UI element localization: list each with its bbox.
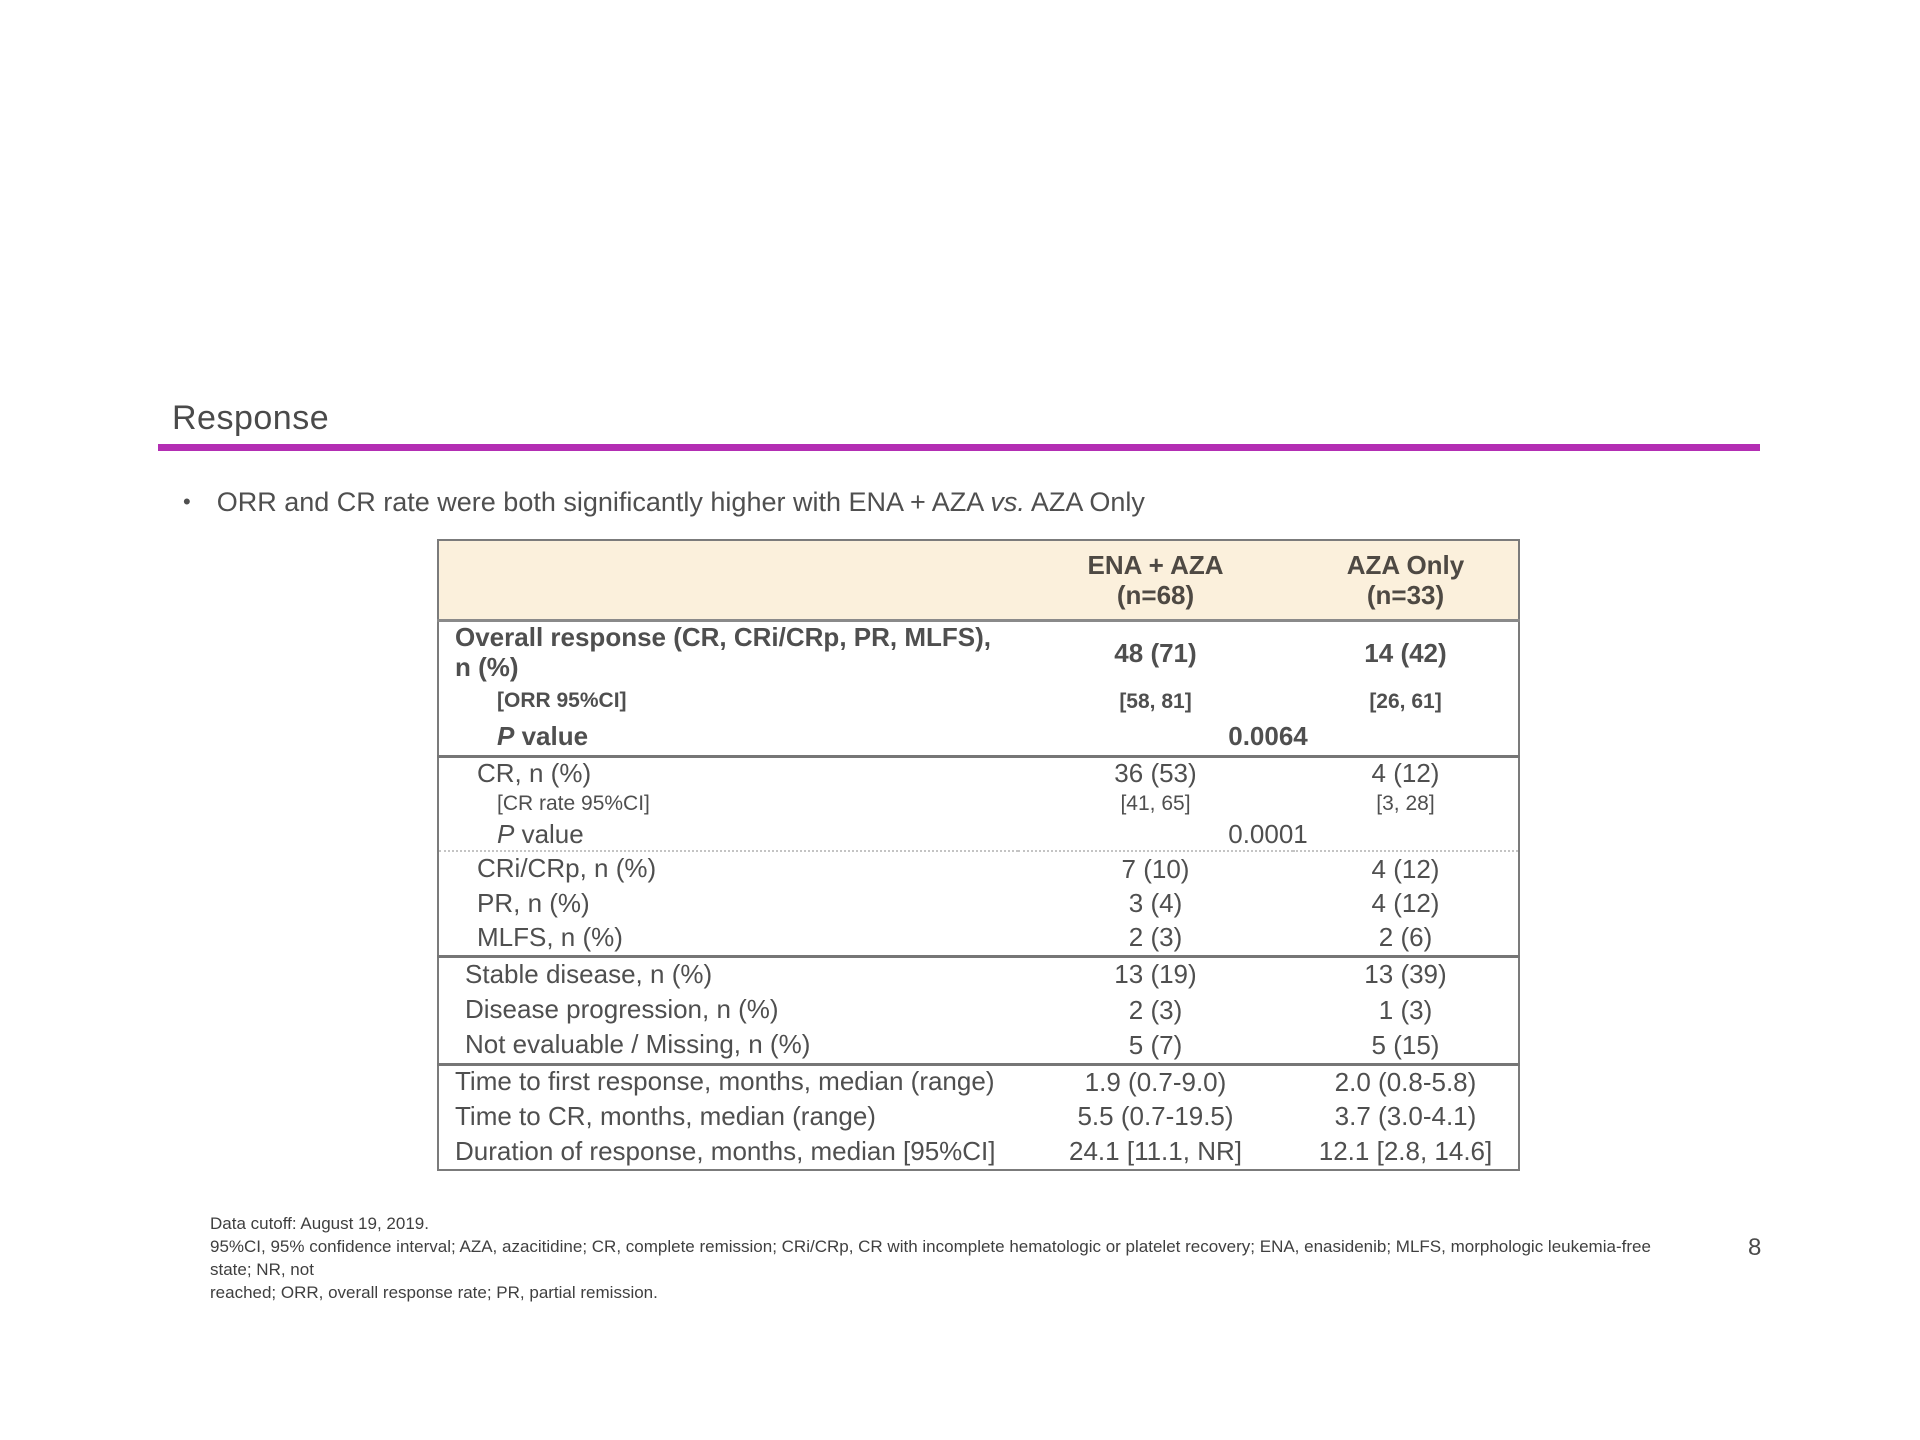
row-label: P value xyxy=(438,819,1018,851)
row-label: Time to first response, months, median (… xyxy=(438,1062,1018,1099)
value-aza-only: [26, 61] xyxy=(1369,689,1442,713)
header-aza-only-name: AZA Only xyxy=(1346,550,1465,580)
value-aza-only: 13 (39) xyxy=(1293,954,1519,992)
value-ena-aza: 5.5 (0.7-19.5) xyxy=(1077,1101,1234,1131)
header-ena-aza-name: ENA + AZA xyxy=(1087,550,1224,580)
value-ena-aza: 5 (7) xyxy=(1128,1029,1183,1060)
table-row-orr-ci: [ORR 95%CI] [58, 81] [26, 61] xyxy=(438,685,1519,719)
value-aza-only: 1 (3) xyxy=(1378,994,1433,1025)
value-ena-aza: 2 (3) xyxy=(1128,922,1183,953)
table-row-cri-crp: CRi/CRp, n (%) 7 (10) 4 (12) xyxy=(438,850,1519,886)
table-row-overall-response: Overall response (CR, CRi/CRp, PR, MLFS)… xyxy=(438,621,1519,685)
table-row-disease-progression: Disease progression, n (%) 2 (3) 1 (3) xyxy=(438,992,1519,1028)
value-aza-only: 14 (42) xyxy=(1364,637,1447,668)
value-aza-only: 4 (12) xyxy=(1293,850,1519,886)
value-ena-aza: 2 (3) xyxy=(1128,994,1183,1025)
row-label: Time to CR, months, median (range) xyxy=(455,1100,876,1131)
page-title: Response xyxy=(172,399,330,437)
header-aza-only-n: (n=33) xyxy=(1366,580,1445,610)
row-label: Not evaluable / Missing, n (%) xyxy=(465,1029,811,1060)
value-aza-only: 2 (6) xyxy=(1378,922,1433,953)
response-table: ENA + AZA (n=68) AZA Only (n=33) Overall r… xyxy=(437,539,1520,1171)
value-aza-only: 2.0 (0.8-5.8) xyxy=(1293,1062,1519,1099)
table-row-pr: PR, n (%) 3 (4) 4 (12) xyxy=(438,886,1519,921)
footnote-block: Data cutoff: August 19, 2019. 95%CI, 95%… xyxy=(210,1212,1690,1304)
row-label: Duration of response, months, median [95… xyxy=(455,1135,996,1166)
bullet-text: ORR and CR rate were both significantly … xyxy=(217,486,1145,518)
bullet-text-post: AZA Only xyxy=(1024,487,1145,517)
value-ena-aza: 1.9 (0.7-9.0) xyxy=(1018,1062,1293,1099)
footnote-data-cutoff: Data cutoff: August 19, 2019. xyxy=(210,1214,429,1233)
pvalue-italic-p: P xyxy=(497,818,515,849)
row-label: Disease progression, n (%) xyxy=(465,994,779,1025)
table-row-time-to-cr: Time to CR, months, median (range) 5.5 (… xyxy=(438,1099,1519,1134)
header-col-aza-only: AZA Only (n=33) xyxy=(1293,540,1519,622)
pvalue-italic-p: P xyxy=(497,720,515,751)
value-aza-only: 12.1 [2.8, 14.6] xyxy=(1318,1136,1493,1166)
row-label: Stable disease, n (%) xyxy=(438,954,1018,992)
row-label: Overall response (CR, CRi/CRp, PR, MLFS)… xyxy=(455,622,991,683)
footnote-abbreviations-line2: reached; ORR, overall response rate; PR,… xyxy=(210,1283,658,1302)
title-accent-rule xyxy=(158,444,1760,451)
table-header-row: ENA + AZA (n=68) AZA Only (n=33) xyxy=(438,540,1519,622)
value-pvalue: 0.0064 xyxy=(1228,721,1308,752)
row-label: CR, n (%) xyxy=(438,755,1018,789)
row-label: P value xyxy=(438,719,1018,757)
table-row-pvalue-orr: P value 0.0064 xyxy=(438,719,1519,757)
bullet-marker: • xyxy=(183,489,191,514)
value-ena-aza: 7 (10) xyxy=(1018,850,1293,886)
bullet-item: • ORR and CR rate were both significantl… xyxy=(183,486,1145,518)
pvalue-label-rest: value xyxy=(514,720,589,751)
table-row-mlfs: MLFS, n (%) 2 (3) 2 (6) xyxy=(438,921,1519,956)
header-ena-aza-n: (n=68) xyxy=(1116,580,1195,610)
header-empty-cell xyxy=(438,540,1018,622)
value-aza-only: 4 (12) xyxy=(1293,755,1519,789)
value-ena-aza: 3 (4) xyxy=(1128,888,1183,918)
bullet-text-italic-vs: vs. xyxy=(990,487,1025,517)
table-row-time-to-first-response: Time to first response, months, median (… xyxy=(438,1062,1519,1099)
value-aza-only: 5 (15) xyxy=(1371,1029,1440,1060)
bullet-text-pre: ORR and CR rate were both significantly … xyxy=(216,487,991,517)
row-label: [ORR 95%CI] xyxy=(497,689,627,713)
row-label: MLFS, n (%) xyxy=(477,921,623,952)
value-ena-aza: 13 (19) xyxy=(1018,954,1293,992)
value-ena-aza: 24.1 [11.1, NR] xyxy=(1069,1136,1242,1166)
value-ena-aza: 48 (71) xyxy=(1114,637,1197,668)
value-pvalue: 0.0001 xyxy=(1228,819,1308,849)
table-row-stable-disease: Stable disease, n (%) 13 (19) 13 (39) xyxy=(438,954,1519,992)
table-row-duration-of-response: Duration of response, months, median [95… xyxy=(438,1134,1519,1170)
value-aza-only: 4 (12) xyxy=(1371,888,1440,918)
table-row-cr: CR, n (%) 36 (53) 4 (12) xyxy=(438,755,1519,789)
value-aza-only: [3, 28] xyxy=(1376,792,1435,815)
value-ena-aza: [58, 81] xyxy=(1119,689,1192,713)
footnote-abbreviations-line1: 95%CI, 95% confidence interval; AZA, aza… xyxy=(210,1237,1651,1279)
row-label: [CR rate 95%CI] xyxy=(497,791,650,815)
table-row-cr-rate-ci: [CR rate 95%CI] [41, 65] [3, 28] xyxy=(438,789,1519,819)
table-row-not-evaluable: Not evaluable / Missing, n (%) 5 (7) 5 (… xyxy=(438,1028,1519,1064)
table-row-pvalue-cr: P value 0.0001 xyxy=(438,819,1519,851)
value-ena-aza: 36 (53) xyxy=(1018,755,1293,789)
pvalue-label-rest: value xyxy=(514,818,584,849)
row-label: CRi/CRp, n (%) xyxy=(438,850,1018,886)
header-col-ena-aza: ENA + AZA (n=68) xyxy=(1018,540,1293,622)
page-number: 8 xyxy=(1748,1234,1762,1261)
value-ena-aza: [41, 65] xyxy=(1120,792,1191,815)
value-aza-only: 3.7 (3.0-4.1) xyxy=(1334,1101,1477,1131)
row-label: PR, n (%) xyxy=(477,887,590,918)
